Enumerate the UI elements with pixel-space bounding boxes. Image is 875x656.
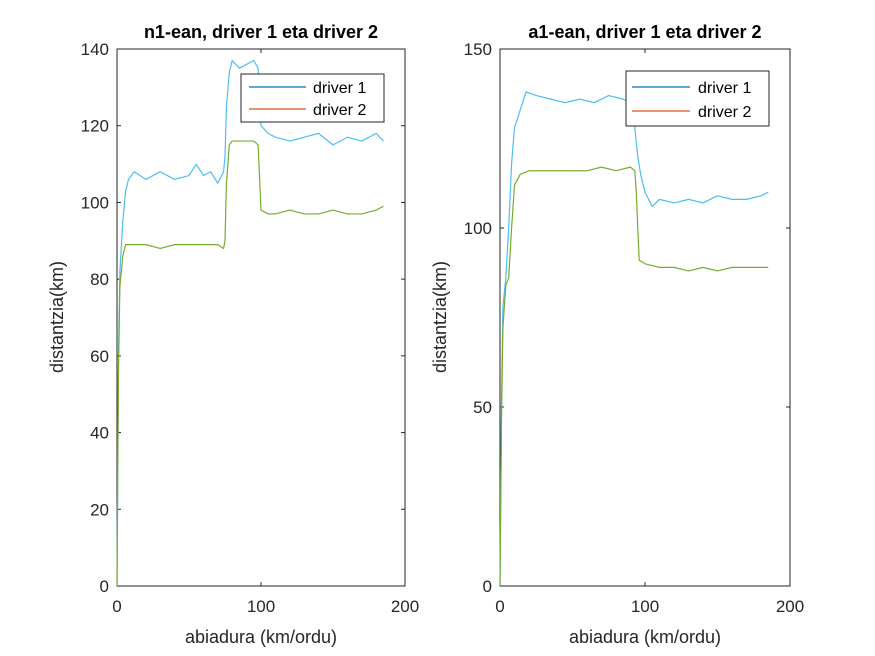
series-line-driver-1 (499, 91, 769, 587)
y-tick-label: 150 (464, 40, 492, 59)
axis-ticks: 0 20 40 60 80 100 120 140 0 100 200 (81, 40, 420, 616)
y-tick-label: 140 (81, 40, 109, 59)
x-tick-label: 0 (112, 597, 121, 616)
x-tick-label: 100 (631, 597, 659, 616)
legend-label-driver-2: driver 2 (313, 102, 366, 119)
legend-label-driver-1: driver 1 (313, 80, 366, 97)
legend: driver 1 driver 2 (240, 73, 385, 123)
axis-ticks: 0 50 100 150 0 100 200 (464, 40, 805, 616)
series-line-driver-2 (116, 140, 384, 587)
chart-n1: n1-ean, driver 1 eta driver 2 0 20 40 60 80 1… (47, 22, 419, 647)
series-line-driver-1 (116, 59, 384, 587)
y-axis-label: distantzia(km) (430, 261, 450, 373)
legend: driver 1 driver 2 (625, 70, 770, 127)
y-tick-label: 60 (90, 347, 109, 366)
y-tick-label: 80 (90, 270, 109, 289)
y-tick-label: 0 (100, 577, 109, 596)
y-tick-label: 100 (464, 219, 492, 238)
y-tick-label: 0 (483, 577, 492, 596)
chart-title: a1-ean, driver 1 eta driver 2 (528, 22, 761, 42)
x-tick-label: 200 (776, 597, 804, 616)
plot-area (499, 48, 791, 587)
x-axis-label: abiadura (km/ordu) (569, 627, 721, 647)
y-tick-label: 50 (473, 398, 492, 417)
legend-label-driver-1: driver 1 (698, 80, 751, 97)
y-tick-label: 20 (90, 500, 109, 519)
chart-title: n1-ean, driver 1 eta driver 2 (144, 22, 378, 42)
series-layer (116, 59, 384, 587)
series-layer (499, 91, 769, 587)
x-tick-label: 200 (391, 597, 419, 616)
plot-area (116, 48, 406, 587)
y-axis-label: distantzia(km) (47, 261, 67, 373)
series-line-driver-2 (499, 166, 769, 587)
y-tick-label: 120 (81, 117, 109, 136)
x-axis-label: abiadura (km/ordu) (185, 627, 337, 647)
legend-box (625, 70, 770, 127)
x-tick-label: 100 (247, 597, 275, 616)
legend-label-driver-2: driver 2 (698, 104, 751, 121)
x-tick-label: 0 (495, 597, 504, 616)
y-tick-label: 40 (90, 424, 109, 443)
y-tick-label: 100 (81, 193, 109, 212)
legend-box (240, 73, 385, 123)
chart-a1: a1-ean, driver 1 eta driver 2 0501001500… (430, 22, 804, 647)
